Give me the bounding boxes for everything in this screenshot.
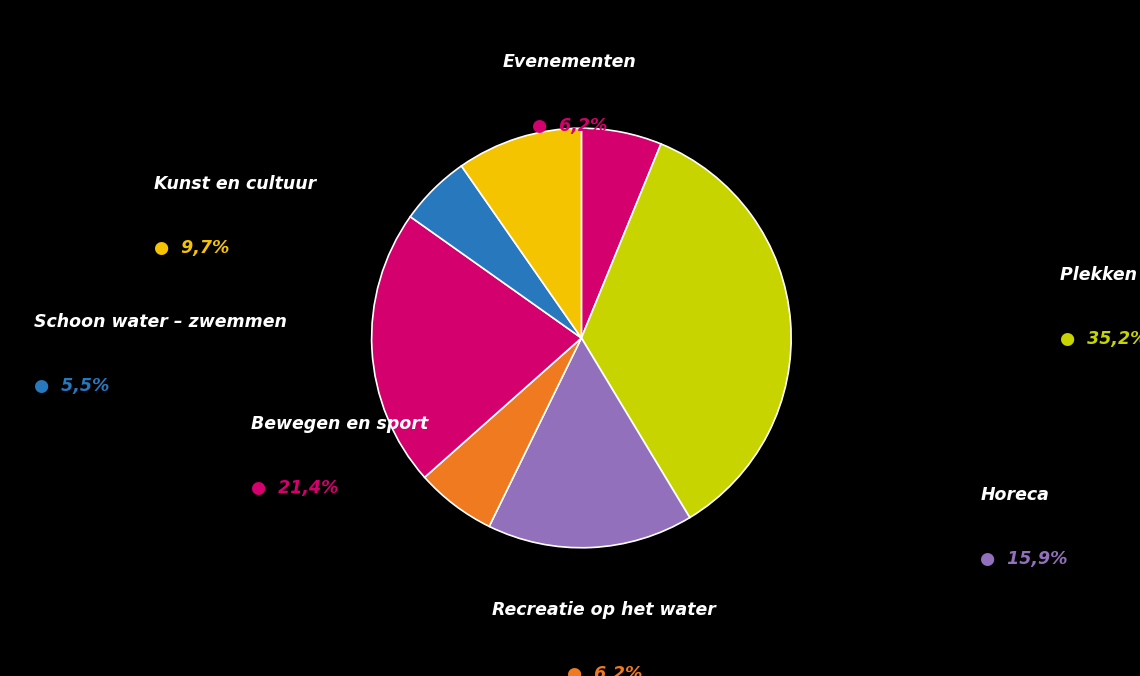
- Text: Plekken om te zitten: Plekken om te zitten: [1060, 266, 1140, 284]
- Text: ●  6,2%: ● 6,2%: [567, 665, 642, 676]
- Wedge shape: [581, 144, 791, 518]
- Wedge shape: [410, 166, 581, 338]
- Wedge shape: [462, 128, 581, 338]
- Text: ●  15,9%: ● 15,9%: [980, 550, 1068, 568]
- Wedge shape: [581, 128, 661, 338]
- Wedge shape: [372, 217, 581, 477]
- Text: ●  6,2%: ● 6,2%: [532, 117, 608, 135]
- Text: Evenementen: Evenementen: [503, 53, 637, 71]
- Text: ●  21,4%: ● 21,4%: [251, 479, 339, 497]
- Text: ●  9,7%: ● 9,7%: [154, 239, 229, 257]
- Text: Bewegen en sport: Bewegen en sport: [251, 414, 428, 433]
- Text: ●  5,5%: ● 5,5%: [34, 377, 109, 395]
- Text: Kunst en cultuur: Kunst en cultuur: [154, 174, 316, 193]
- Text: Recreatie op het water: Recreatie op het water: [492, 600, 716, 619]
- Wedge shape: [424, 338, 581, 527]
- Text: Schoon water – zwemmen: Schoon water – zwemmen: [34, 313, 287, 331]
- Text: Horeca: Horeca: [980, 485, 1049, 504]
- Wedge shape: [489, 338, 690, 548]
- Text: ●  35,2%: ● 35,2%: [1060, 330, 1140, 348]
